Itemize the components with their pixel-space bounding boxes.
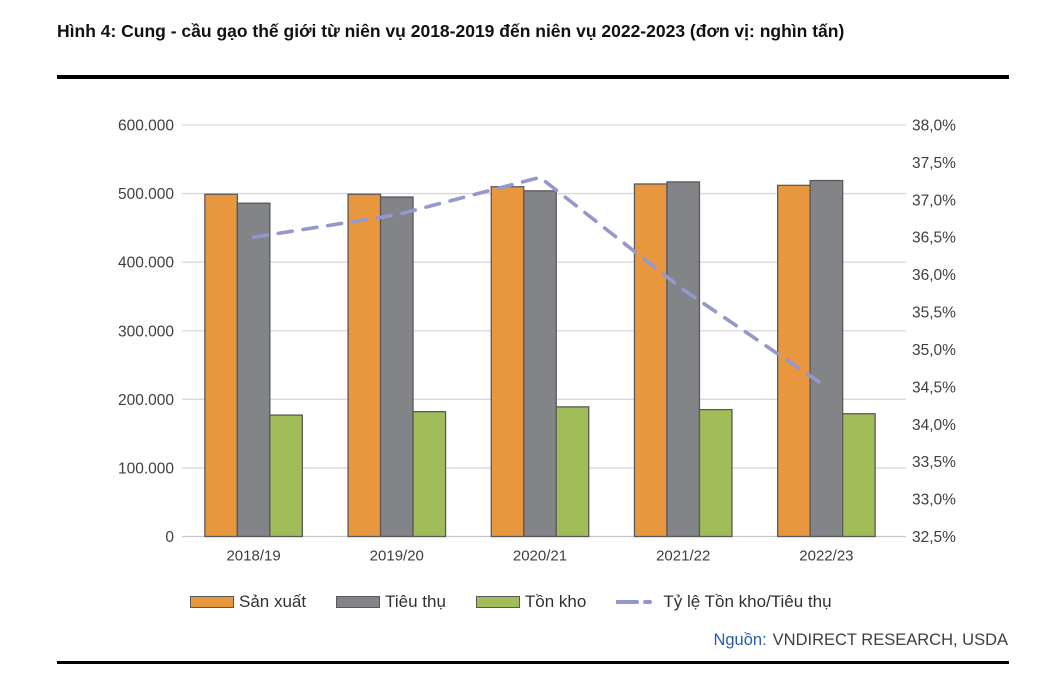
bar-san-xuat-1 xyxy=(347,193,382,538)
legend-label: Sản xuất xyxy=(239,592,307,611)
title-rule xyxy=(57,75,1009,79)
bar-ton-kho-0 xyxy=(269,414,304,538)
x-axis-label: 2021/22 xyxy=(656,548,710,565)
bar-ton-kho-2 xyxy=(555,406,590,538)
tieu-thu-swatch-icon xyxy=(336,596,381,608)
y2-axis-label: 36,5% xyxy=(912,230,956,247)
y-axis-label: 300.000 xyxy=(118,323,174,340)
x-axis-label: 2020/21 xyxy=(513,548,567,565)
legend-item-ty-le: Tỷ lệ Tồn kho/Tiêu thụ xyxy=(616,592,832,612)
bar-tieu-thu-2 xyxy=(523,190,557,538)
y2-axis-label: 38,0% xyxy=(912,118,956,135)
y2-axis-label: 36,0% xyxy=(912,267,956,284)
x-axis-label: 2019/20 xyxy=(370,548,424,565)
legend-item-tieu-thu: Tiêu thụ xyxy=(336,592,446,612)
bar-tieu-thu-3 xyxy=(666,181,701,538)
chart-legend: Sản xuất Tiêu thụ Tồn kho Tỷ lệ Tồn kho/… xyxy=(190,592,832,612)
bar-san-xuat-3 xyxy=(633,183,668,538)
y-axis-label: 200.000 xyxy=(118,392,174,409)
source-label: Nguồn: xyxy=(713,631,767,649)
y-axis-label: 500.000 xyxy=(118,186,174,203)
y-axis-label: 600.000 xyxy=(118,118,174,135)
legend-item-san-xuat: Sản xuất xyxy=(190,592,306,612)
bar-tieu-thu-0 xyxy=(236,202,271,538)
x-axis-label: 2022/23 xyxy=(799,548,853,565)
y2-axis-label: 35,0% xyxy=(912,342,956,359)
legend-label: Tỷ lệ Tồn kho/Tiêu thụ xyxy=(663,592,832,611)
bar-san-xuat-0 xyxy=(204,193,239,538)
dashed-line-sample-icon xyxy=(616,600,659,604)
footer-rule xyxy=(57,661,1009,664)
y2-axis-label: 37,0% xyxy=(912,192,956,209)
y2-axis-label: 37,5% xyxy=(912,155,956,172)
y2-axis-label: 33,5% xyxy=(912,454,956,471)
y2-axis-label: 32,5% xyxy=(912,529,956,546)
y-axis-label: 100.000 xyxy=(118,460,174,477)
ton-kho-swatch-icon xyxy=(475,596,520,608)
bar-tieu-thu-4 xyxy=(809,179,844,538)
y2-axis-label: 34,0% xyxy=(912,417,956,434)
y-axis-label: 0 xyxy=(165,529,174,546)
bar-ton-kho-3 xyxy=(698,408,733,538)
y2-axis-label: 34,5% xyxy=(912,379,956,396)
san-xuat-swatch-icon xyxy=(190,596,234,608)
bar-san-xuat-2 xyxy=(490,186,525,538)
y2-axis-label: 33,0% xyxy=(912,492,956,509)
bar-ton-kho-1 xyxy=(412,411,447,538)
legend-label: Tồn kho xyxy=(524,592,587,611)
x-axis-label: 2018/19 xyxy=(226,548,280,565)
bar-tieu-thu-1 xyxy=(379,196,414,538)
source-note: Nguồn: VNDIRECT RESEARCH, USDA xyxy=(713,631,1008,650)
y2-axis-label: 35,5% xyxy=(912,305,956,322)
bar-ton-kho-4 xyxy=(842,413,876,538)
y-axis-label: 400.000 xyxy=(118,255,174,272)
figure-title: Hình 4: Cung - cầu gạo thế giới từ niên … xyxy=(57,21,845,41)
source-value: VNDIRECT RESEARCH, USDA xyxy=(772,631,1008,649)
bar-san-xuat-4 xyxy=(777,184,811,538)
ratio-line xyxy=(251,175,829,389)
legend-label: Tiêu thụ xyxy=(385,592,446,611)
legend-item-ton-kho: Tồn kho xyxy=(475,592,587,612)
